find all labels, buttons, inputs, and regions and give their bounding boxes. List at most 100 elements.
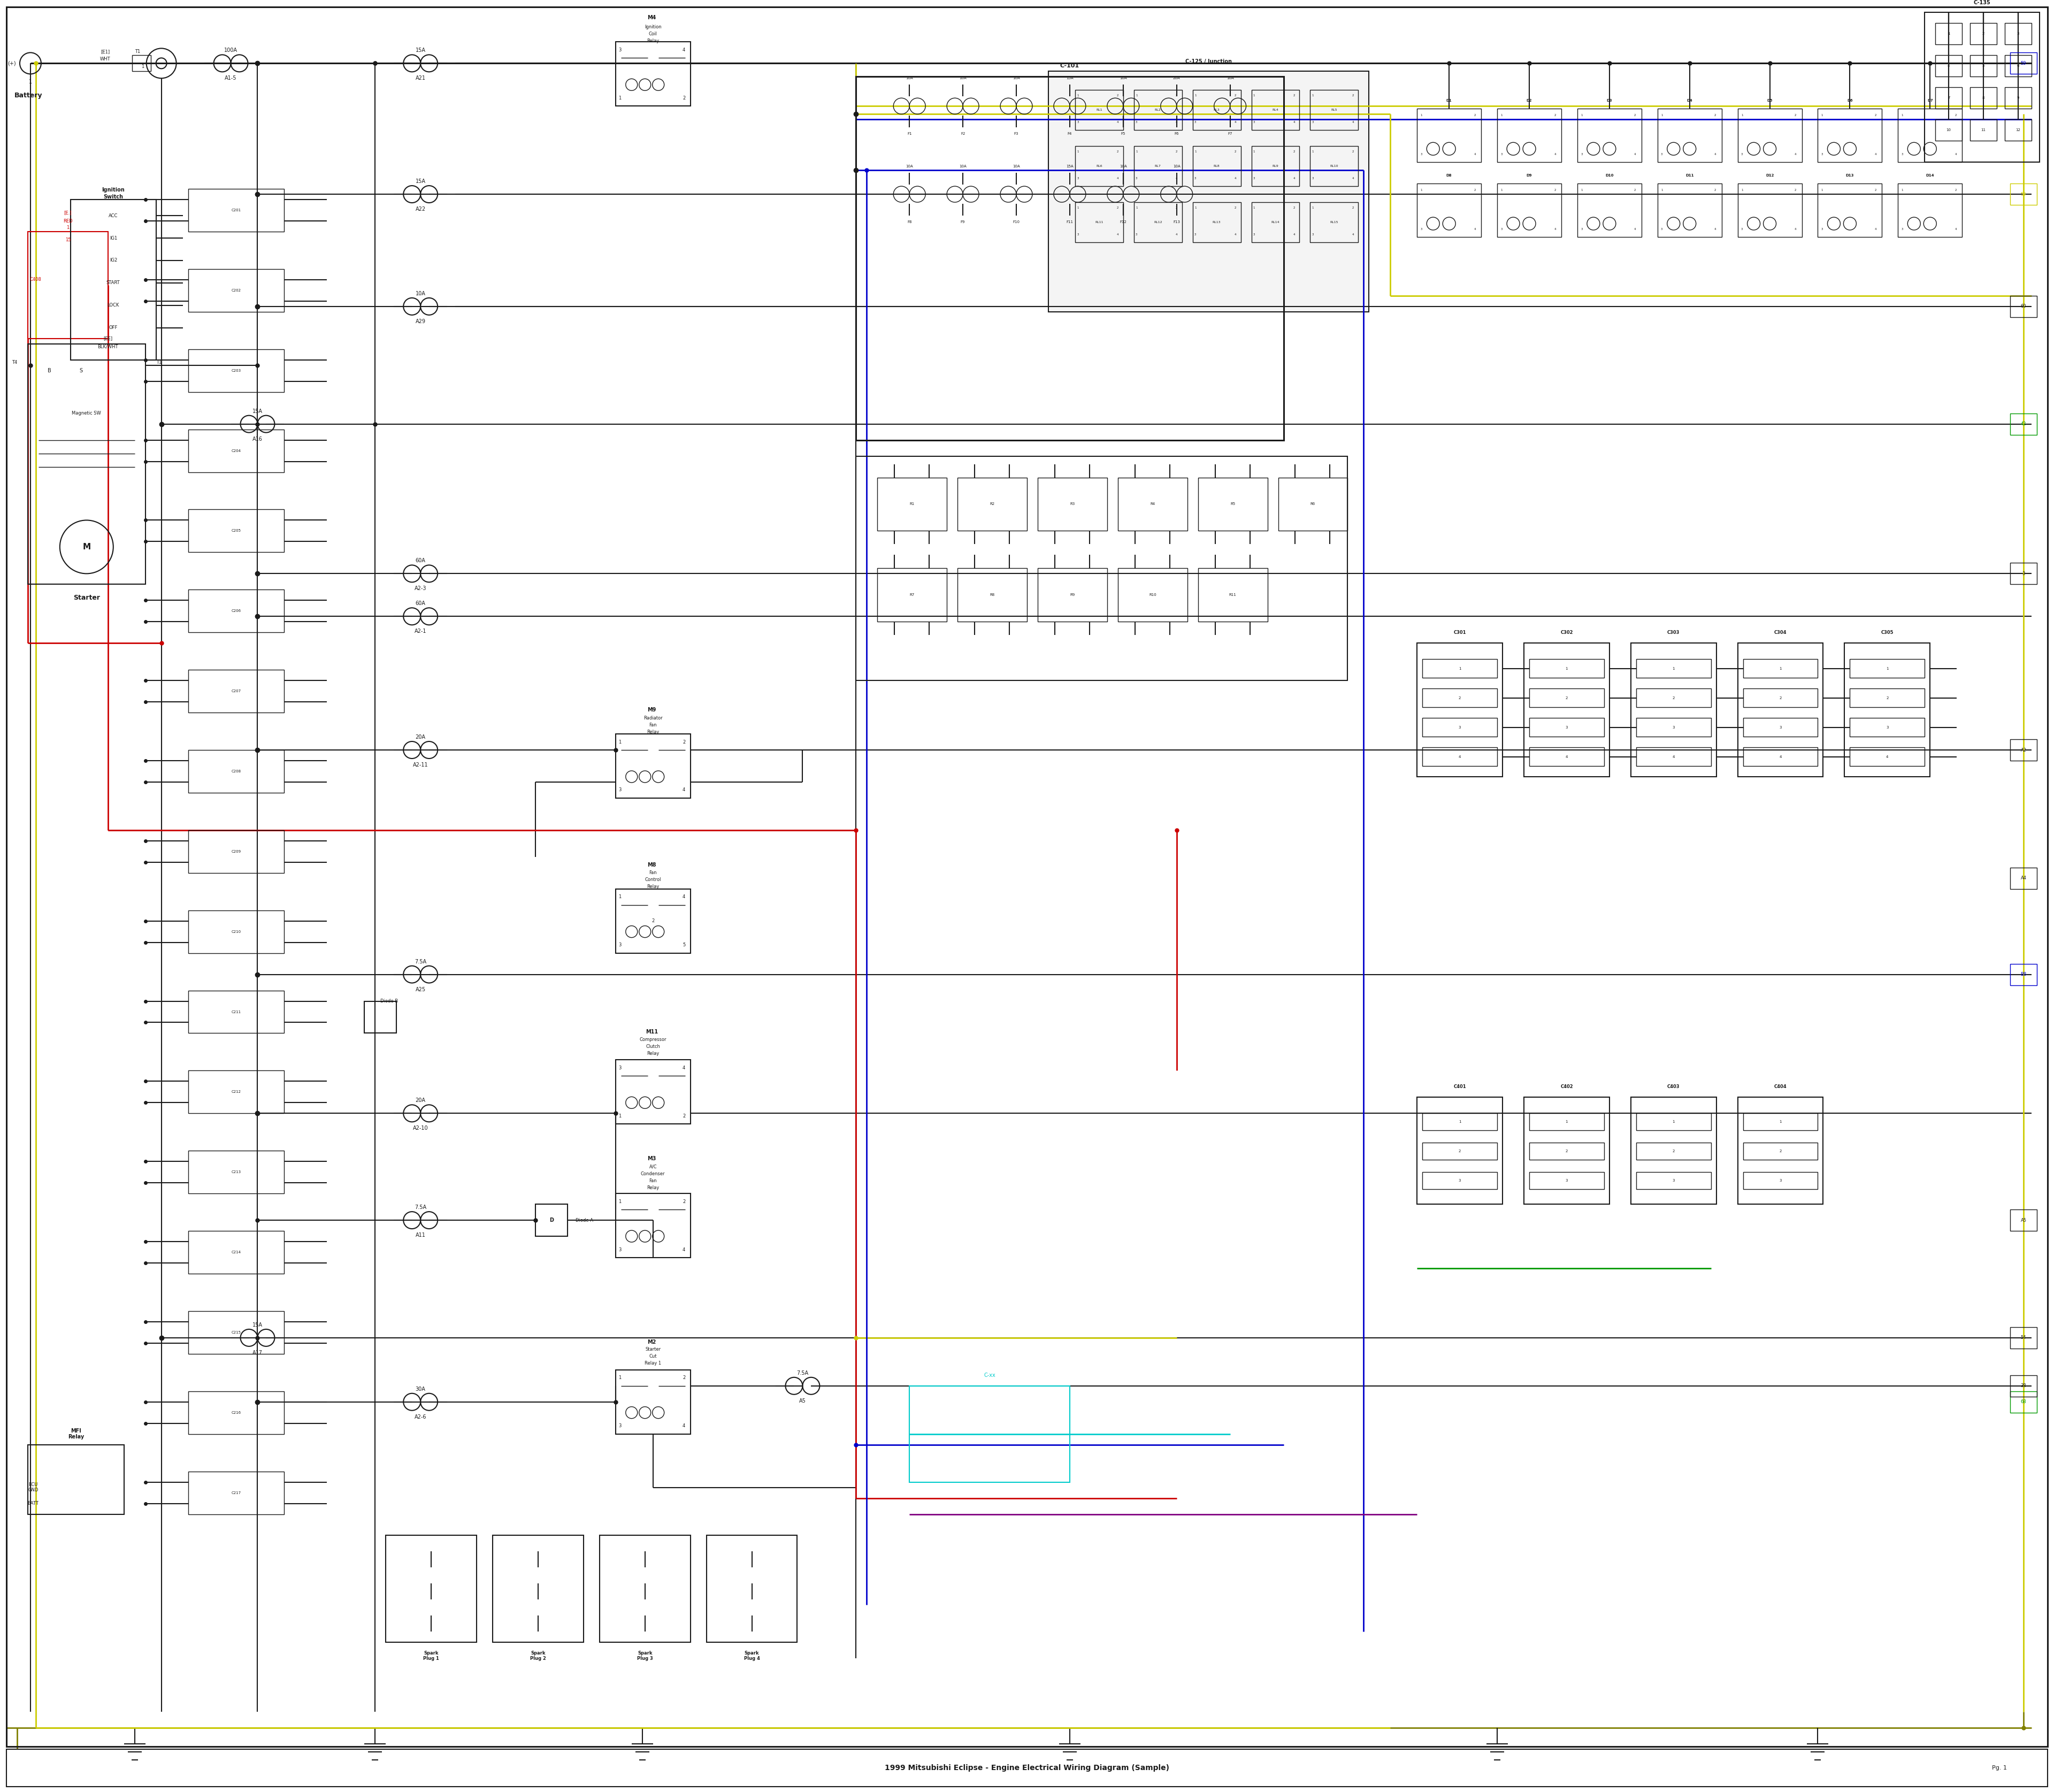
Text: Spark
Plug 1: Spark Plug 1 xyxy=(423,1650,440,1661)
Bar xyxy=(1970,120,1996,142)
Text: 3: 3 xyxy=(1458,726,1460,729)
Text: Fan: Fan xyxy=(649,871,657,874)
Text: C305: C305 xyxy=(1881,631,1894,634)
Text: C303: C303 xyxy=(1668,631,1680,634)
Text: R10: R10 xyxy=(1148,593,1156,597)
Text: Starter: Starter xyxy=(645,1348,661,1351)
Bar xyxy=(857,77,1284,441)
Text: Spark
Plug 4: Spark Plug 4 xyxy=(744,1650,760,1661)
Text: 1: 1 xyxy=(1458,1120,1460,1124)
Text: ECU
GND: ECU GND xyxy=(29,1482,39,1493)
Text: RL14: RL14 xyxy=(1271,220,1280,224)
Text: 1: 1 xyxy=(618,894,620,900)
Bar xyxy=(1577,109,1641,161)
Bar xyxy=(2011,183,2038,204)
Text: LOCK: LOCK xyxy=(107,303,119,308)
Text: 4: 4 xyxy=(1947,65,1949,68)
Text: Relay: Relay xyxy=(647,38,659,43)
Text: 3: 3 xyxy=(618,1247,620,1253)
Bar xyxy=(1744,1172,1818,1190)
Text: S: S xyxy=(80,367,82,373)
Bar xyxy=(1524,1097,1610,1204)
Text: RL11: RL11 xyxy=(1095,220,1103,224)
Text: R6: R6 xyxy=(1310,502,1315,505)
Text: 1: 1 xyxy=(1565,1120,1567,1124)
Text: Clutch: Clutch xyxy=(645,1045,659,1048)
Bar xyxy=(1898,109,1962,161)
Bar xyxy=(1497,183,1561,237)
Bar xyxy=(1134,202,1181,242)
Bar xyxy=(1530,719,1604,737)
Text: 4: 4 xyxy=(1458,754,1460,758)
Text: C204: C204 xyxy=(232,450,240,452)
Text: D1: D1 xyxy=(1446,99,1452,102)
Text: 1: 1 xyxy=(618,95,620,100)
Text: M3: M3 xyxy=(647,1156,657,1161)
Text: 10: 10 xyxy=(1947,129,1951,131)
Bar xyxy=(1738,1097,1824,1204)
Bar xyxy=(189,509,283,552)
Text: C205: C205 xyxy=(232,529,240,532)
Bar xyxy=(600,1536,690,1643)
Text: 5: 5 xyxy=(1982,65,1984,68)
Text: Diode B: Diode B xyxy=(380,998,398,1004)
Text: A1-5: A1-5 xyxy=(224,75,236,81)
Text: 2: 2 xyxy=(682,1376,686,1380)
Text: RL8: RL8 xyxy=(1214,165,1220,167)
Text: 10A: 10A xyxy=(1013,77,1021,81)
Text: 1: 1 xyxy=(1458,667,1460,670)
Text: C210: C210 xyxy=(232,930,240,934)
Text: D4: D4 xyxy=(1686,99,1692,102)
Text: 1: 1 xyxy=(618,1113,620,1118)
Text: C404: C404 xyxy=(1775,1084,1787,1090)
Bar xyxy=(1310,90,1358,131)
Text: 59: 59 xyxy=(2021,192,2027,197)
Bar xyxy=(1048,72,1368,312)
Bar xyxy=(493,1536,583,1643)
Bar xyxy=(1970,56,1996,77)
Bar xyxy=(1818,109,1881,161)
Text: C217: C217 xyxy=(232,1491,240,1495)
Bar xyxy=(2011,1391,2038,1412)
Bar xyxy=(2011,563,2038,584)
Bar xyxy=(1524,643,1610,776)
Bar xyxy=(29,231,109,339)
Text: 15: 15 xyxy=(66,237,70,242)
Text: C-125 / Junction: C-125 / Junction xyxy=(1185,59,1232,65)
Text: D8: D8 xyxy=(1446,174,1452,177)
Text: A2: A2 xyxy=(2021,747,2027,753)
Text: 20A: 20A xyxy=(415,1098,425,1104)
Bar xyxy=(1844,643,1931,776)
Text: Relay: Relay xyxy=(647,885,659,889)
Text: A2-6: A2-6 xyxy=(415,1414,427,1419)
Text: 30A: 30A xyxy=(415,1387,425,1392)
Bar xyxy=(877,477,947,530)
Bar xyxy=(1134,147,1181,186)
Text: 2: 2 xyxy=(1565,1150,1567,1152)
Bar xyxy=(616,41,690,106)
Text: 10A: 10A xyxy=(1226,77,1234,81)
Text: C213: C213 xyxy=(232,1170,240,1174)
Bar xyxy=(189,349,283,392)
Bar xyxy=(1117,568,1187,622)
Text: C304: C304 xyxy=(1775,631,1787,634)
Text: D: D xyxy=(548,1217,555,1222)
Text: A16: A16 xyxy=(253,435,263,441)
Bar xyxy=(957,568,1027,622)
Text: Ignition: Ignition xyxy=(103,188,125,192)
Text: 1: 1 xyxy=(66,226,70,229)
Text: M9: M9 xyxy=(647,708,657,713)
Bar xyxy=(1658,109,1721,161)
Text: M2: M2 xyxy=(647,1339,657,1344)
Text: RL7: RL7 xyxy=(1154,165,1161,167)
Text: 10A: 10A xyxy=(415,290,425,296)
Bar xyxy=(1631,643,1717,776)
Text: Fan: Fan xyxy=(649,1179,657,1183)
Text: WHT: WHT xyxy=(101,57,111,61)
Bar xyxy=(1851,719,1925,737)
Text: 68: 68 xyxy=(2021,1400,2027,1405)
Bar xyxy=(70,199,156,360)
Text: R4: R4 xyxy=(1150,502,1154,505)
Text: 38: 38 xyxy=(2021,1383,2027,1389)
Text: 15A: 15A xyxy=(415,179,425,185)
